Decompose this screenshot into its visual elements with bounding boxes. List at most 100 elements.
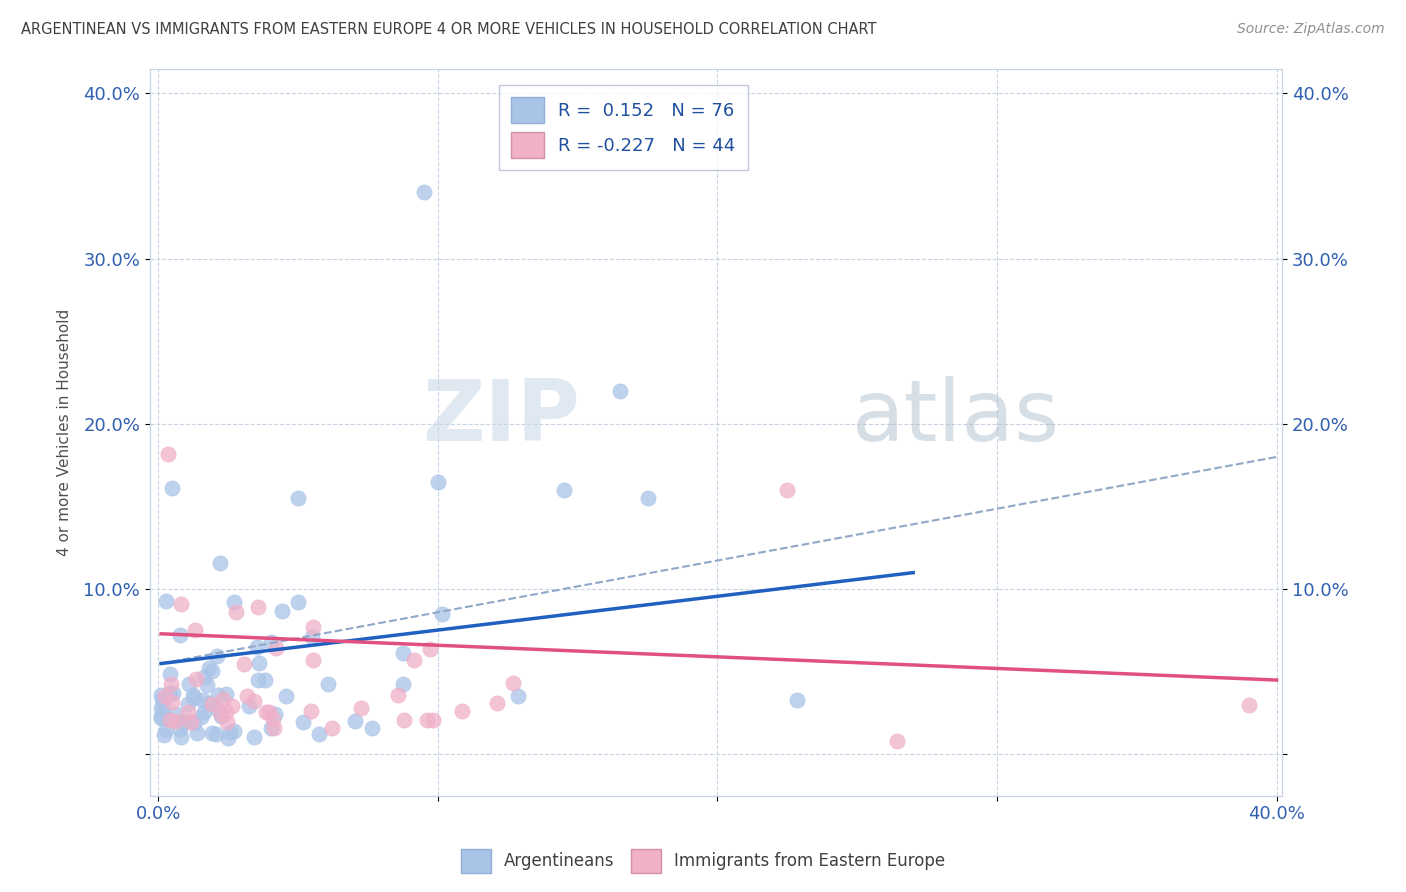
Point	[404, 653, 426, 667]
Point	[181, 688, 204, 702]
Point	[302, 653, 325, 667]
Point	[155, 723, 177, 737]
Point	[450, 704, 472, 718]
Point	[169, 628, 191, 642]
Point	[257, 705, 280, 719]
Point	[157, 447, 180, 461]
Point	[195, 678, 218, 692]
Point	[553, 483, 575, 497]
Point	[150, 701, 173, 715]
Point	[183, 715, 205, 730]
Point	[191, 693, 214, 707]
Point	[321, 721, 343, 735]
Point	[150, 709, 173, 723]
Point	[159, 713, 181, 727]
Point	[242, 694, 264, 708]
Point	[232, 657, 254, 672]
Point	[222, 723, 245, 738]
Point	[215, 705, 238, 719]
Point	[150, 692, 173, 706]
Point	[416, 713, 439, 727]
Point	[200, 725, 222, 739]
Point	[184, 673, 207, 687]
Point	[153, 728, 176, 742]
Point	[637, 491, 659, 506]
Point	[183, 691, 205, 706]
Point	[152, 700, 174, 714]
Point	[172, 715, 194, 730]
Point	[215, 687, 238, 701]
Point	[247, 673, 270, 687]
Point	[169, 722, 191, 736]
Point	[776, 483, 799, 497]
Point	[204, 701, 226, 715]
Point	[217, 731, 239, 745]
Point	[169, 597, 191, 611]
Legend: Argentineans, Immigrants from Eastern Europe: Argentineans, Immigrants from Eastern Eu…	[454, 842, 952, 880]
Point	[159, 666, 181, 681]
Point	[254, 673, 277, 688]
Point	[502, 676, 524, 690]
Point	[422, 713, 444, 727]
Point	[198, 696, 221, 710]
Point	[886, 734, 908, 748]
Legend: R =  0.152   N = 76, R = -0.227   N = 44: R = 0.152 N = 76, R = -0.227 N = 44	[499, 85, 748, 170]
Point	[392, 713, 415, 727]
Point	[190, 710, 212, 724]
Point	[254, 706, 277, 720]
Point	[180, 714, 202, 729]
Point	[177, 677, 200, 691]
Point	[170, 730, 193, 744]
Point	[238, 698, 260, 713]
Point	[349, 701, 371, 715]
Point	[157, 712, 180, 726]
Text: atlas: atlas	[852, 376, 1060, 459]
Y-axis label: 4 or more Vehicles in Household: 4 or more Vehicles in Household	[58, 309, 72, 556]
Point	[160, 694, 183, 708]
Point	[287, 594, 309, 608]
Point	[506, 690, 529, 704]
Point	[308, 727, 330, 741]
Point	[193, 706, 215, 720]
Point	[150, 688, 173, 702]
Point	[160, 677, 183, 691]
Point	[786, 693, 808, 707]
Point	[247, 656, 270, 670]
Point	[486, 696, 509, 710]
Point	[205, 727, 228, 741]
Point	[419, 642, 441, 657]
Text: ARGENTINEAN VS IMMIGRANTS FROM EASTERN EUROPE 4 OR MORE VEHICLES IN HOUSEHOLD CO: ARGENTINEAN VS IMMIGRANTS FROM EASTERN E…	[21, 22, 876, 37]
Point	[201, 697, 224, 711]
Point	[247, 599, 270, 614]
Point	[260, 721, 283, 735]
Point	[242, 730, 264, 744]
Point	[236, 689, 259, 703]
Point	[316, 677, 339, 691]
Point	[264, 641, 287, 656]
Point	[262, 712, 284, 726]
Point	[1237, 698, 1260, 712]
Point	[215, 714, 238, 729]
Point	[193, 670, 215, 684]
Point	[165, 714, 187, 728]
Point	[263, 706, 285, 721]
Point	[222, 594, 245, 608]
Point	[205, 648, 228, 663]
Point	[343, 714, 366, 729]
Point	[162, 686, 184, 700]
Point	[225, 605, 247, 619]
Point	[177, 698, 200, 712]
Point	[150, 711, 173, 725]
Point	[392, 646, 415, 660]
Point	[219, 725, 242, 739]
Point	[155, 594, 177, 608]
Point	[609, 384, 631, 398]
Point	[430, 607, 453, 622]
Point	[387, 688, 409, 702]
Point	[301, 620, 323, 634]
Point	[412, 186, 434, 200]
Point	[287, 491, 309, 506]
Point	[209, 709, 232, 723]
Point	[299, 704, 322, 718]
Point	[291, 714, 314, 729]
